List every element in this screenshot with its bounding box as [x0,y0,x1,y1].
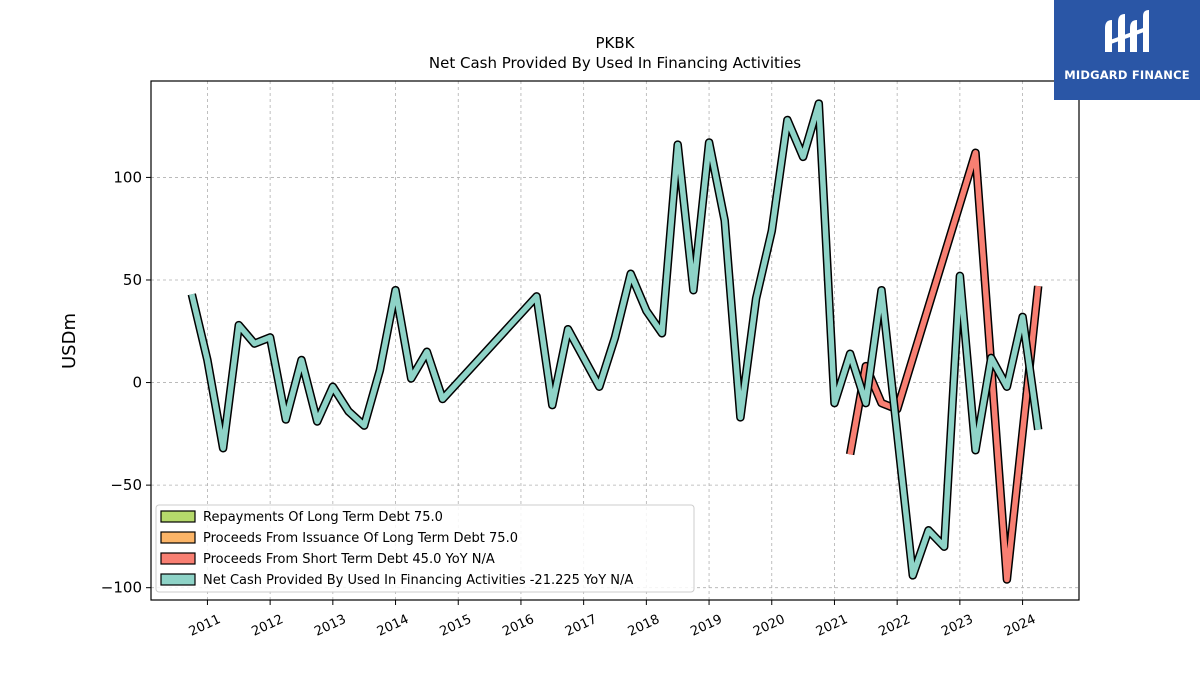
x-tick-label: 2012 [249,612,285,640]
x-tick-label: 2019 [688,612,724,640]
x-tick-label: 2014 [375,612,411,640]
series-lines [187,99,1043,584]
x-tick-label: 2013 [312,612,348,640]
legend-entry: Net Cash Provided By Used In Financing A… [203,573,633,588]
x-tick-label: 2011 [187,612,223,640]
x-tick-label: 2022 [877,612,913,640]
y-tick-label: −50 [110,476,142,494]
y-tick-label: 100 [113,168,142,186]
x-tick-label: 2017 [563,612,599,640]
x-tick-label: 2016 [500,612,536,640]
x-tick-label: 2021 [814,612,850,640]
legend-swatch [160,510,196,523]
chart-subtitle: Net Cash Provided By Used In Financing A… [429,54,801,72]
brand-name: MIDGARD FINANCE [1064,68,1190,82]
legend-swatch [160,531,196,544]
chart-title: PKBK [595,34,635,52]
legend-entry: Proceeds From Short Term Debt 45.0 YoY N… [203,552,495,567]
y-tick-label: −100 [101,579,142,597]
legend-box [155,504,695,593]
legend-swatch [160,552,196,565]
plot-frame [150,80,1080,601]
legend-entry: Proceeds From Issuance Of Long Term Debt… [203,531,518,546]
legend: Repayments Of Long Term Debt 75.0 Proceed… [155,504,695,593]
x-tick-label: 2020 [751,612,787,640]
brand-logo: MIDGARD FINANCE [1054,0,1200,100]
x-tick-label: 2023 [939,612,975,640]
x-tick-label: 2024 [1002,612,1038,640]
series-line [189,100,1041,579]
legend-swatch [160,573,196,586]
x-tick-label: 2018 [626,612,662,640]
legend-entry: Repayments Of Long Term Debt 75.0 [203,510,443,525]
brand-mark-icon [1105,10,1149,52]
x-tick-label: 2015 [438,612,474,640]
y-tick-label: 50 [123,271,142,289]
y-tick-label: 0 [132,374,142,392]
y-axis-label: USDm [59,313,80,369]
